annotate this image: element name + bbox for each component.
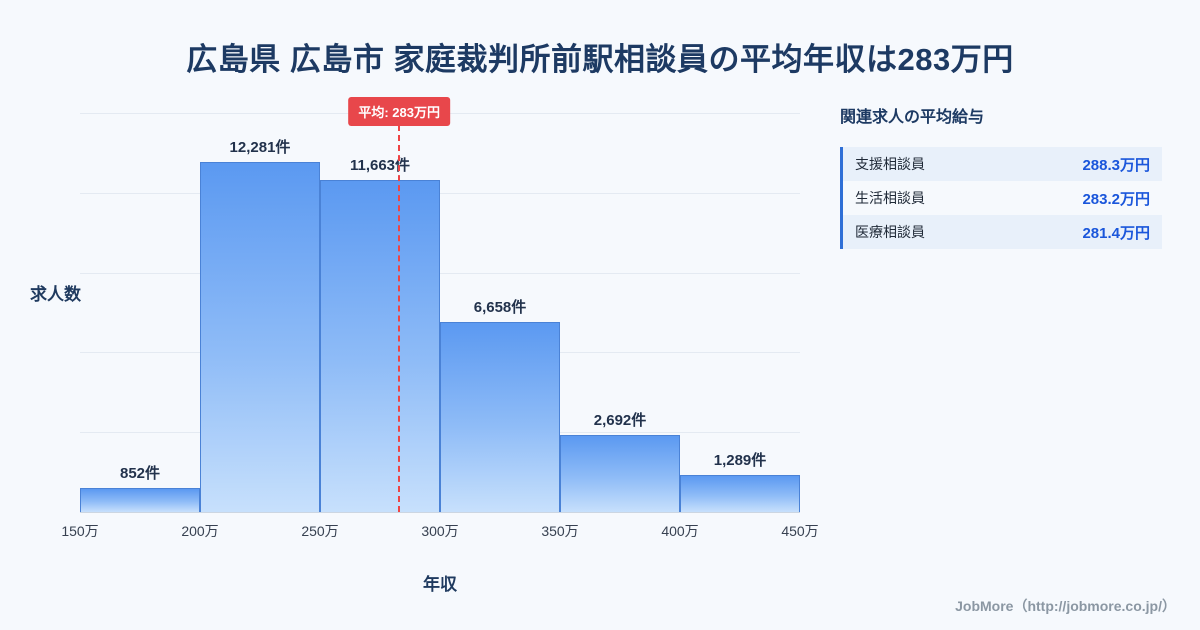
salary-row: 医療相談員 281.4万円 [843, 215, 1162, 249]
y-axis-label: 求人数 [30, 285, 81, 304]
x-tick-label: 350万 [541, 523, 579, 539]
salary-row-label: 医療相談員 [855, 224, 925, 240]
bar-200万-250万: 12,281件 [200, 139, 320, 512]
salary-row: 支援相談員 288.3万円 [843, 147, 1162, 181]
side-panel-heading: 関連求人の平均給与 [840, 109, 985, 126]
bar-350万-400万: 2,692件 [560, 412, 680, 512]
salary-row-value: 288.3万円 [1082, 156, 1150, 174]
salary-row-value: 283.2万円 [1082, 190, 1150, 208]
bar-value-label: 11,663件 [349, 156, 411, 174]
salary-row-label: 生活相談員 [855, 190, 925, 206]
gridline [80, 272, 800, 274]
bar-250万-300万: 11,663件 [320, 157, 440, 512]
bar-value-label: 852件 [119, 464, 161, 482]
average-line [398, 125, 401, 512]
salary-table: 支援相談員 288.3万円生活相談員 283.2万円医療相談員 281.4万円 [840, 147, 1162, 249]
x-tick-label: 400万 [661, 523, 699, 539]
x-tick-label: 250万 [301, 523, 339, 539]
x-tick-label: 300万 [421, 523, 459, 539]
bar-value-label: 12,281件 [229, 139, 291, 156]
salary-row-value: 281.4万円 [1082, 224, 1150, 242]
bar-400万-450万: 1,289件 [680, 452, 800, 512]
page-title: 広島県 広島市 家庭裁判所前駅相談員の平均年収は283万円 [186, 42, 1014, 77]
salary-row: 生活相談員 283.2万円 [843, 181, 1162, 215]
salary-row-label: 支援相談員 [855, 156, 925, 172]
average-badge: 平均: 283万円 [348, 97, 451, 126]
x-tick-label: 200万 [181, 523, 219, 539]
x-axis-label: 年収 [423, 575, 457, 594]
bars: 852件 12,281件 11,663件 6,658件 2,692件 1,289件 [80, 113, 800, 512]
bar-value-label: 1,289件 [713, 452, 767, 470]
bar-value-label: 6,658件 [473, 299, 527, 317]
footer-credit: JobMore（http://jobmore.co.jp/） [955, 598, 1176, 614]
x-tick-label: 450万 [781, 523, 819, 539]
bar-300万-350万: 6,658件 [440, 299, 560, 512]
gridline [80, 192, 800, 194]
bar-150万-200万: 852件 [80, 465, 200, 512]
x-tick-label: 150万 [61, 523, 99, 539]
bar-value-label: 2,692件 [593, 412, 647, 430]
plot-area: 852件 12,281件 11,663件 6,658件 2,692件 1,289件 平均:… [61, 97, 819, 539]
side-panel: 関連求人の平均給与 支援相談員 288.3万円生活相談員 283.2万円医療相談員 2… [840, 103, 1162, 249]
